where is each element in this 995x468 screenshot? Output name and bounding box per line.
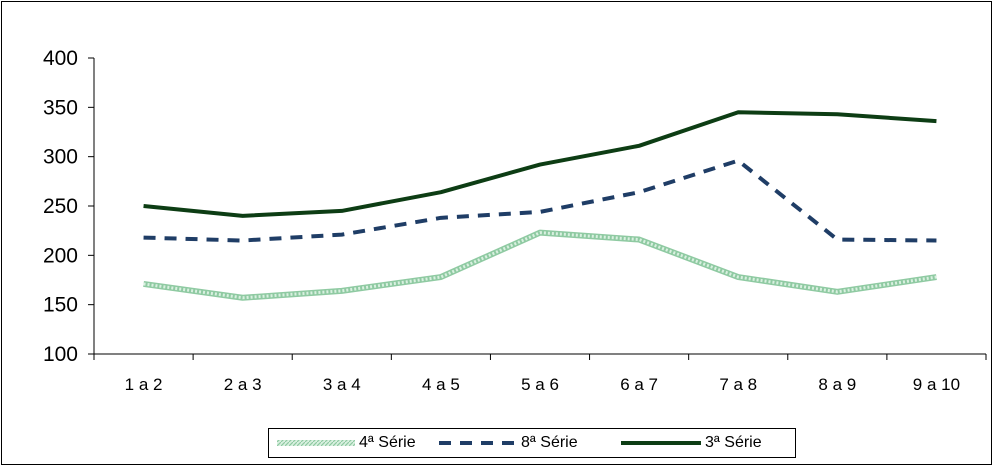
legend-item-8a-serie: 8ª Série: [439, 429, 578, 457]
series-2-line: [143, 158, 937, 243]
x-tick-label: 6 a 7: [620, 375, 658, 394]
x-tick-label: 7 a 8: [719, 375, 757, 394]
y-tick-label: 350: [43, 96, 78, 119]
x-tick-label: 2 a 3: [224, 375, 262, 394]
legend-swatch-3a-serie: [621, 441, 701, 445]
y-tick-label: 200: [43, 244, 78, 267]
x-tick-label: 5 a 6: [521, 375, 559, 394]
legend-label-8a-serie: 8ª Série: [521, 434, 578, 451]
x-tick-label: 9 a 10: [913, 375, 960, 394]
x-tick-label: 8 a 9: [818, 375, 856, 394]
y-tick-label: 250: [43, 195, 78, 218]
series-3-line: [143, 110, 937, 218]
legend-label-4a-serie: 4ª Série: [359, 434, 416, 451]
legend: 4ª Série 8ª Série 3ª Série: [268, 428, 796, 458]
legend-swatch-4a-serie: [277, 440, 355, 446]
series-1-line: [143, 231, 937, 300]
legend-item-4a-serie: 4ª Série: [277, 429, 416, 457]
legend-item-3a-serie: 3ª Série: [621, 429, 762, 457]
x-tick-label: 3 a 4: [323, 375, 361, 394]
y-tick-label: 150: [43, 294, 78, 317]
legend-label-3a-serie: 3ª Série: [705, 434, 762, 451]
y-tick-label: 100: [43, 343, 78, 366]
x-tick-label: 4 a 5: [422, 375, 460, 394]
y-tick-label: 300: [43, 146, 78, 169]
x-tick-label: 1 a 2: [125, 375, 163, 394]
legend-swatch-8a-serie: [439, 441, 517, 445]
y-tick-label: 400: [43, 47, 78, 70]
